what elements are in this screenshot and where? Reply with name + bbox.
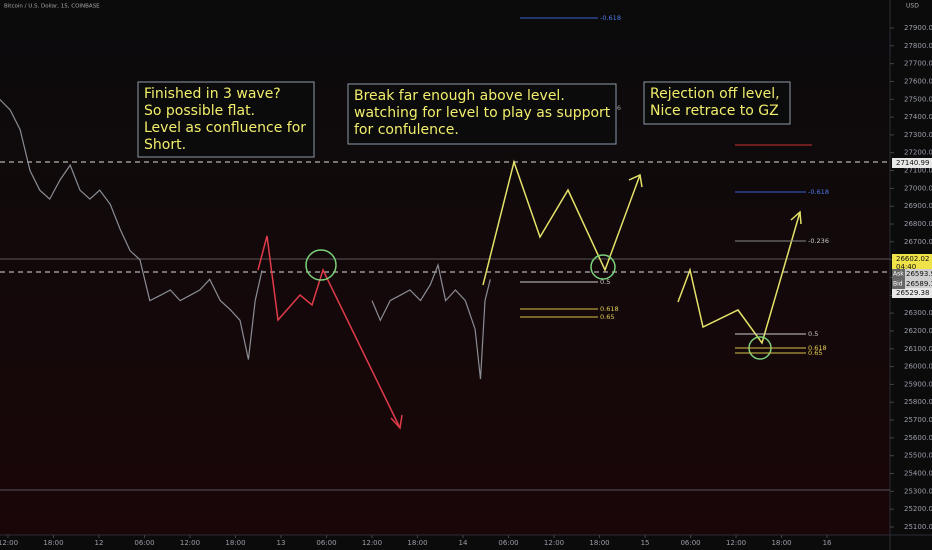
fib-label: -0.618 xyxy=(808,188,829,196)
y-tick-label: 27500.00 xyxy=(904,95,932,103)
price-tag-label: 26602.02 xyxy=(896,255,929,263)
price-tag-label: 26589.13 xyxy=(906,280,932,288)
note-line: Level as confluence for xyxy=(144,120,306,136)
x-tick-label: 06:00 xyxy=(498,539,518,547)
y-tick-label: 27200.00 xyxy=(904,149,932,157)
symbol: Bitcoin / U.S. Dollar, 15, COINBASE xyxy=(4,4,100,10)
x-tick-label: 15 xyxy=(641,539,650,547)
note-box xyxy=(643,81,791,125)
y-tick-label: 27000.00 xyxy=(904,184,932,192)
y-tick-label: 27700.00 xyxy=(904,60,932,68)
y-tick-label: 25600.00 xyxy=(904,434,932,442)
price-line xyxy=(0,98,263,360)
y-tick-label: 26800.00 xyxy=(904,220,932,228)
x-tick-label: 12 xyxy=(95,539,104,547)
countdown: 04:40 xyxy=(896,263,916,271)
x-tick-label: 12:00 xyxy=(544,539,564,547)
y-tick-label: 26300.00 xyxy=(904,309,932,317)
price-tag xyxy=(892,254,932,271)
x-tick-label: 12:00 xyxy=(726,539,746,547)
currency: USD xyxy=(906,3,919,10)
y-tick-label: 27400.00 xyxy=(904,113,932,121)
note-box xyxy=(347,83,617,145)
price-tag-label: 26593.93 xyxy=(906,270,932,278)
y-tick-label: 26200.00 xyxy=(904,327,932,335)
x-tick-label: 06:00 xyxy=(134,539,154,547)
ask-label: Ask xyxy=(893,271,904,278)
note-line: Short. xyxy=(144,137,186,153)
x-tick-label: 06:00 xyxy=(680,539,700,547)
y-tick-label: 25900.00 xyxy=(904,380,932,388)
x-tick-label: 18:00 xyxy=(771,539,791,547)
y-tick-label: 25300.00 xyxy=(904,487,932,495)
note-line: Finished in 3 wave? xyxy=(144,86,281,102)
x-tick-label: 12:00 xyxy=(362,539,382,547)
y-tick-label: 26000.00 xyxy=(904,363,932,371)
note-line: Break far enough above level. xyxy=(354,88,565,104)
y-tick-label: 25200.00 xyxy=(904,505,932,513)
y-tick-label: 25700.00 xyxy=(904,416,932,424)
y-tick-label: 25800.00 xyxy=(904,398,932,406)
price-tag xyxy=(892,288,932,298)
y-tick-label: 27800.00 xyxy=(904,42,932,50)
price-tag xyxy=(892,158,932,168)
fib-label: -0.618 xyxy=(600,14,621,22)
fib-label: -0.236 xyxy=(808,237,829,245)
x-tick-label: 18:00 xyxy=(407,539,427,547)
x-tick-label: 06:00 xyxy=(316,539,336,547)
bid-label: Bid xyxy=(893,281,903,288)
note-line: So possible flat. xyxy=(144,103,255,119)
fib-label: 0.618 xyxy=(600,305,619,313)
plot-bg xyxy=(0,0,890,535)
y-tick-label: 26700.00 xyxy=(904,238,932,246)
x-tick-label: 18:00 xyxy=(43,539,63,547)
fib-label: 0.5 xyxy=(600,278,610,286)
fib-label: 0.65 xyxy=(808,349,822,357)
note-line: Rejection off level, xyxy=(650,86,780,102)
x-tick-label: 13 xyxy=(277,539,286,547)
x-tick-label: 14 xyxy=(459,539,468,547)
note-line: Nice retrace to GZ xyxy=(650,103,779,119)
x-tick-label: 12:00 xyxy=(180,539,200,547)
y-tick-label: 25100.00 xyxy=(904,523,932,531)
x-tick-label: 16 xyxy=(823,539,832,547)
note-line: watching for level to play as support xyxy=(354,105,611,121)
fib-label: 0.65 xyxy=(600,313,614,321)
note-box xyxy=(137,81,315,158)
y-tick-label: 27300.00 xyxy=(904,131,932,139)
price-line xyxy=(371,262,491,380)
y-tick-label: 27100.00 xyxy=(904,167,932,175)
fib-label: 0.5 xyxy=(808,330,818,338)
y-tick-label: 25400.00 xyxy=(904,470,932,478)
y-tick-label: 27900.00 xyxy=(904,24,932,32)
y-tick-label: 25500.00 xyxy=(904,452,932,460)
x-tick-label: 12:00 xyxy=(0,539,18,547)
price-tag-label: 27140.99 xyxy=(896,159,929,167)
bid-box xyxy=(892,279,905,289)
x-tick-label: 18:00 xyxy=(589,539,609,547)
y-tick-label: 26100.00 xyxy=(904,345,932,353)
y-tick-label: 26900.00 xyxy=(904,202,932,210)
ask-box xyxy=(892,269,905,279)
x-tick-label: 18:00 xyxy=(225,539,245,547)
price-tag xyxy=(892,279,932,289)
fib-label: 0.618 xyxy=(808,344,827,352)
note-line: for confulence. xyxy=(354,122,459,138)
y-tick-label: 27600.00 xyxy=(904,77,932,85)
drawings xyxy=(257,159,802,430)
price-tag xyxy=(892,269,932,279)
price-tag-label: 26529.38 xyxy=(896,289,929,297)
